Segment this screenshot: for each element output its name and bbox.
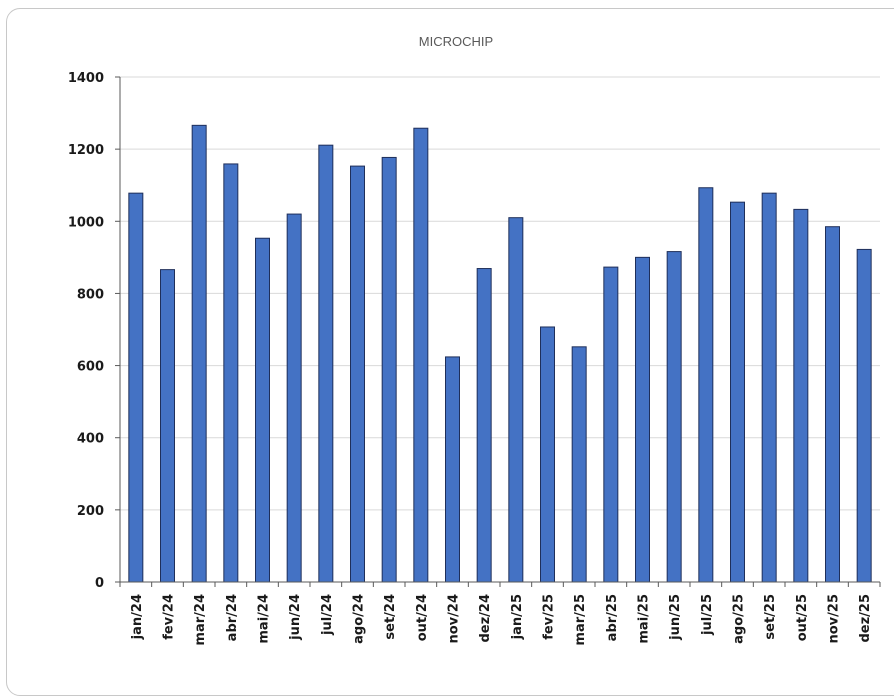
- x-tick-label: out/24: [415, 594, 430, 641]
- bar-dez-25: [856, 248, 872, 583]
- x-tick-label: jan/24: [130, 594, 145, 640]
- x-tick-label: abr/24: [225, 594, 240, 641]
- x-tick-label: mai/24: [257, 594, 272, 644]
- bar-jul-24: [318, 144, 334, 583]
- x-tick-label: ago/24: [352, 594, 367, 644]
- x-tick-label: ago/25: [732, 594, 747, 644]
- bar-fev-25: [540, 326, 555, 583]
- x-tick-label: jun/24: [288, 594, 303, 641]
- x-tick-label: jul/24: [320, 594, 335, 636]
- bar-dez-24: [476, 268, 492, 583]
- bar-abr-25: [603, 266, 619, 583]
- bar-jul-25: [698, 187, 714, 583]
- x-tick-label: nov/25: [827, 594, 842, 644]
- bar-abr-24: [223, 163, 239, 583]
- bar-set-25: [761, 192, 777, 583]
- x-tick-label: fev/25: [542, 594, 557, 640]
- y-tick-label: 800: [77, 287, 104, 302]
- x-tick-label: out/25: [795, 594, 810, 641]
- bar-nov-24: [445, 356, 460, 583]
- y-tick-label: 1200: [68, 143, 104, 158]
- y-tick-label: 400: [77, 432, 104, 447]
- x-tick-label: mar/24: [193, 594, 208, 646]
- x-tick-label: abr/25: [605, 594, 620, 641]
- bar-mai-25: [635, 256, 650, 583]
- chart-title: MICROCHIP: [419, 34, 493, 49]
- bar-mai-24: [255, 237, 270, 583]
- y-tick-label: 0: [95, 576, 104, 591]
- x-tick-label: set/24: [383, 594, 398, 640]
- bar-fev-24: [160, 269, 175, 583]
- bar-ago-24: [350, 165, 365, 583]
- x-tick-label: set/25: [763, 594, 778, 640]
- y-tick-label: 600: [77, 360, 104, 375]
- bar-jun-24: [286, 213, 302, 583]
- bar-ago-25: [730, 201, 745, 583]
- bar-set-24: [381, 156, 397, 583]
- y-axis-ticks: 0 200 400 600 800 1000 1200 1400: [68, 71, 120, 591]
- x-tick-label: mai/25: [637, 594, 652, 644]
- bar-mar-24: [191, 124, 207, 583]
- x-tick-label: jul/25: [700, 594, 715, 636]
- x-tick-label: jun/25: [668, 594, 683, 641]
- x-tick-label: fev/24: [162, 594, 177, 640]
- y-tick-label: 1400: [68, 71, 104, 86]
- x-tick-label: nov/24: [447, 594, 462, 644]
- y-tick-label: 200: [77, 504, 104, 519]
- bar-jun-25: [666, 251, 682, 583]
- x-tick-label: dez/25: [858, 594, 873, 643]
- bar-out-25: [793, 208, 809, 583]
- bar-nov-25: [825, 226, 840, 583]
- bar-jan-24: [128, 192, 144, 583]
- bar-mar-25: [571, 346, 587, 583]
- y-tick-label: 1000: [68, 215, 104, 230]
- x-tick-label: dez/24: [478, 594, 493, 643]
- x-tick-label: mar/25: [573, 594, 588, 646]
- x-axis-ticks: jan/24 fev/24 mar/24 abr/24 mai/24 jun/24 jul/…: [119, 582, 881, 646]
- bars: [128, 124, 872, 583]
- bar-out-24: [413, 127, 429, 583]
- bar-jan-25: [508, 217, 524, 583]
- gridlines: [120, 76, 880, 511]
- x-tick-label: jan/25: [510, 594, 525, 640]
